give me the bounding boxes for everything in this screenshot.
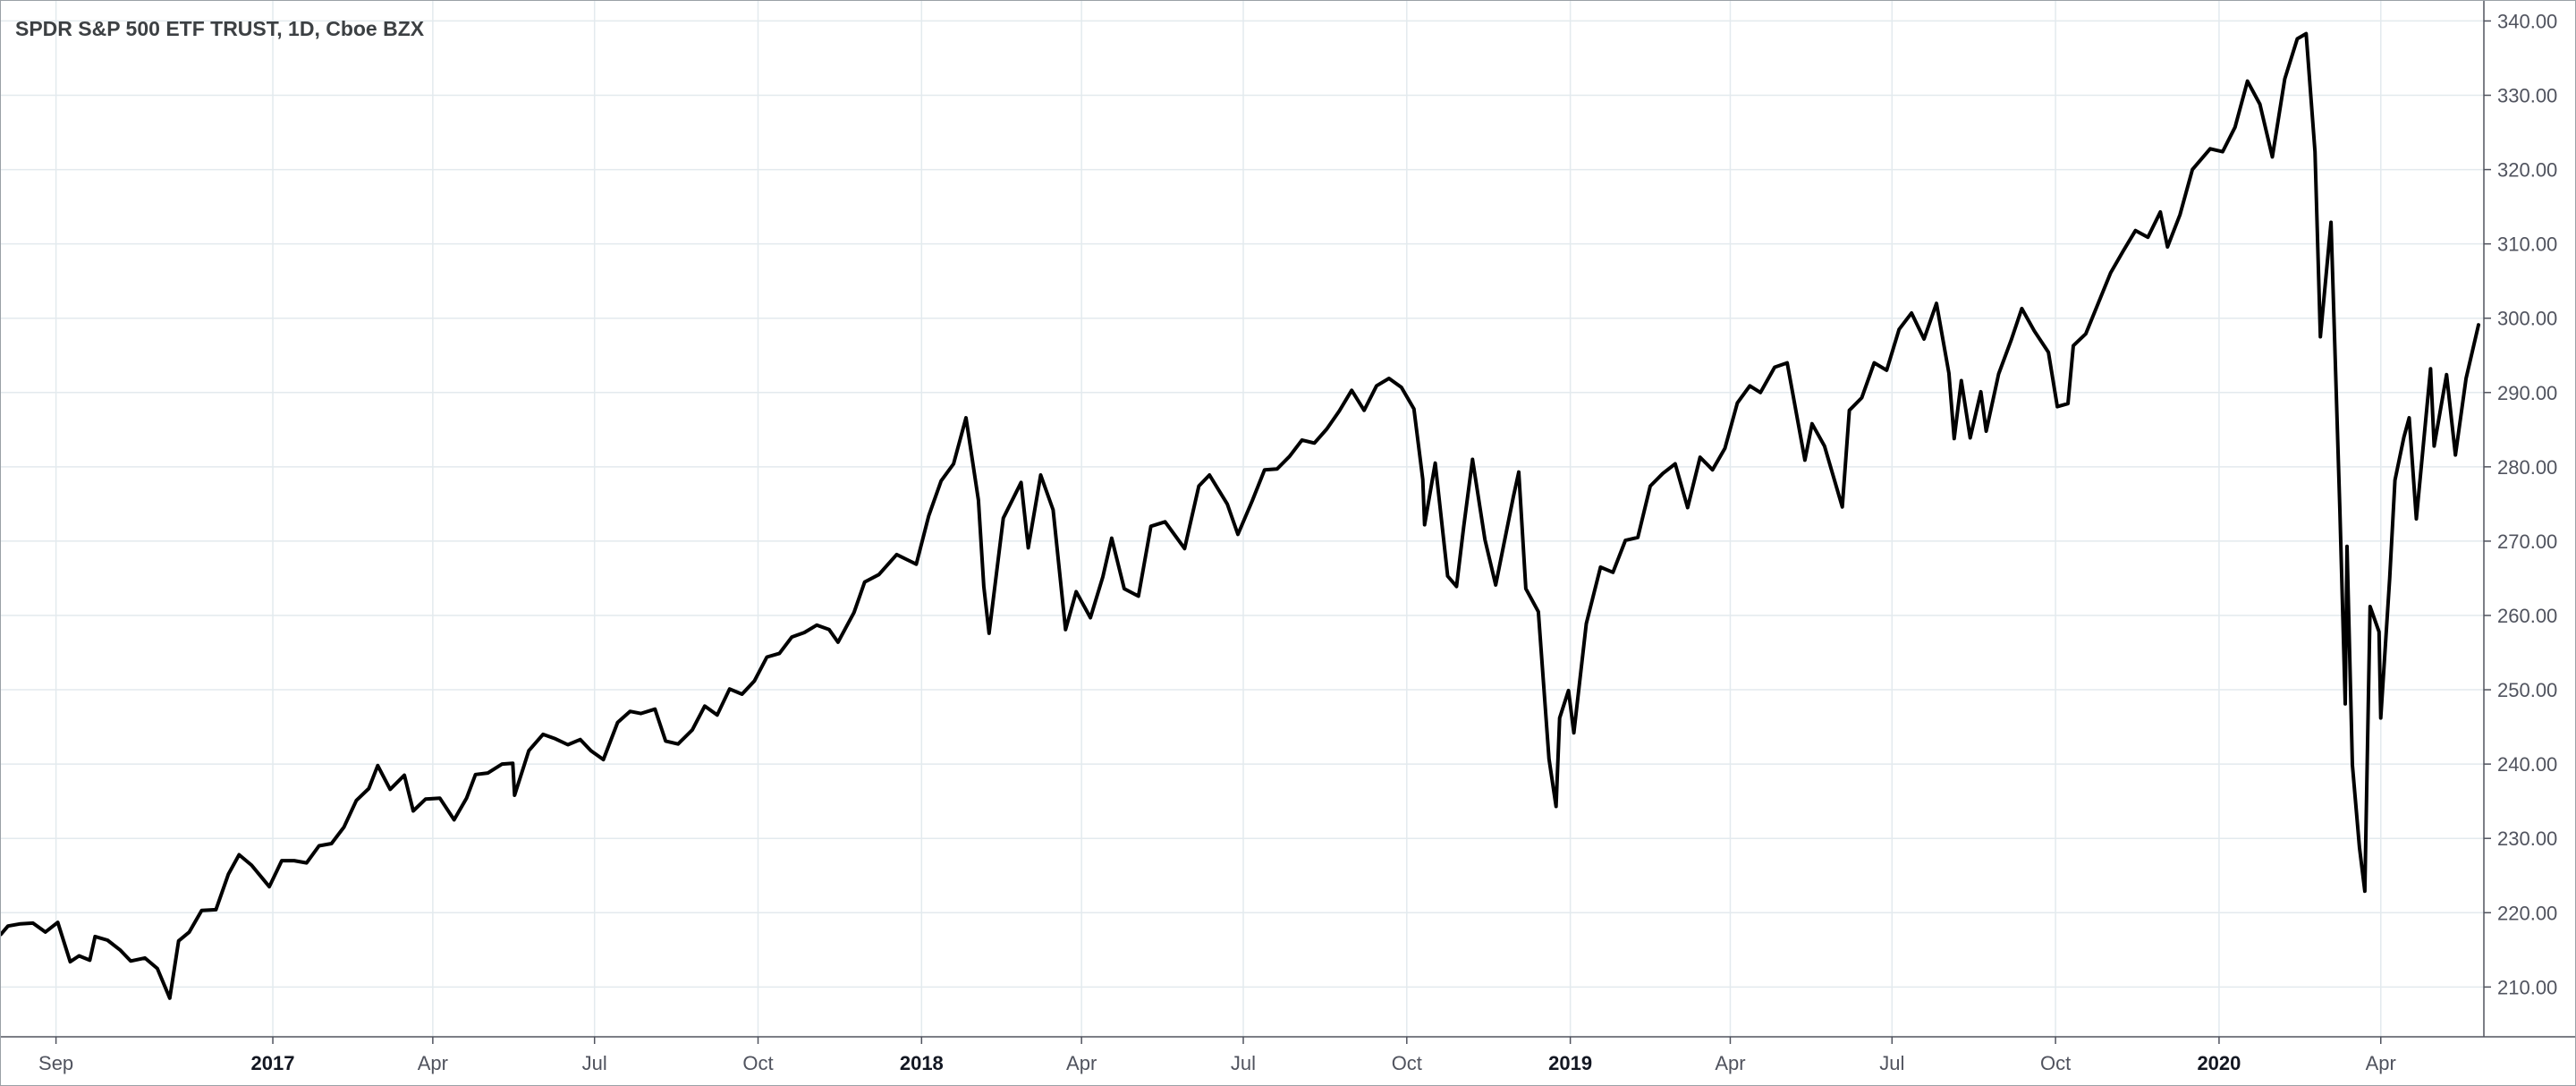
y-tick-label: 270.00 (2497, 530, 2557, 553)
y-axis-ticks: 340.00 330.00 320.00 310.00 300.00 290.00 280.… (2484, 10, 2557, 998)
x-tick-label: Apr (1066, 1052, 1097, 1074)
x-tick-label: Oct (1392, 1052, 1422, 1074)
price-series-line (1, 31, 2480, 1000)
y-tick-label: 230.00 (2497, 827, 2557, 850)
x-tick-label: 2017 (251, 1052, 295, 1074)
x-tick-label: 2020 (2197, 1052, 2241, 1074)
y-tick-label: 220.00 (2497, 902, 2557, 924)
x-tick-label: 2018 (900, 1052, 944, 1074)
x-tick-label: Sep (38, 1052, 73, 1074)
x-tick-label: Jul (1879, 1052, 1904, 1074)
x-tick-label: 2019 (1548, 1052, 1592, 1074)
x-tick-label: Oct (2040, 1052, 2071, 1074)
y-tick-label: 340.00 (2497, 10, 2557, 32)
x-tick-label: Apr (2366, 1052, 2396, 1074)
y-tick-label: 240.00 (2497, 753, 2557, 776)
series (1, 31, 2480, 1000)
x-axis-ticks: Sep 2017 Apr Jul Oct 2018 Apr Jul Oct 2019 Apr Jul O… (38, 1037, 2396, 1074)
y-tick-label: 300.00 (2497, 308, 2557, 330)
axes (1, 1, 2575, 1038)
x-tick-label: Jul (582, 1052, 607, 1074)
x-tick-label: Apr (1715, 1052, 1745, 1074)
y-tick-label: 290.00 (2497, 382, 2557, 404)
y-tick-label: 250.00 (2497, 679, 2557, 701)
y-tick-label: 280.00 (2497, 456, 2557, 479)
y-tick-label: 310.00 (2497, 233, 2557, 256)
y-tick-label: 320.00 (2497, 159, 2557, 182)
y-tick-label: 210.00 (2497, 976, 2557, 998)
y-tick-label: 330.00 (2497, 84, 2557, 106)
chart-title: SPDR S&P 500 ETF TRUST, 1D, Cboe BZX (15, 17, 425, 40)
grid (1, 1, 2484, 1037)
x-tick-label: Jul (1231, 1052, 1256, 1074)
x-tick-label: Apr (418, 1052, 448, 1074)
x-tick-label: Oct (742, 1052, 773, 1074)
y-tick-label: 260.00 (2497, 605, 2557, 627)
